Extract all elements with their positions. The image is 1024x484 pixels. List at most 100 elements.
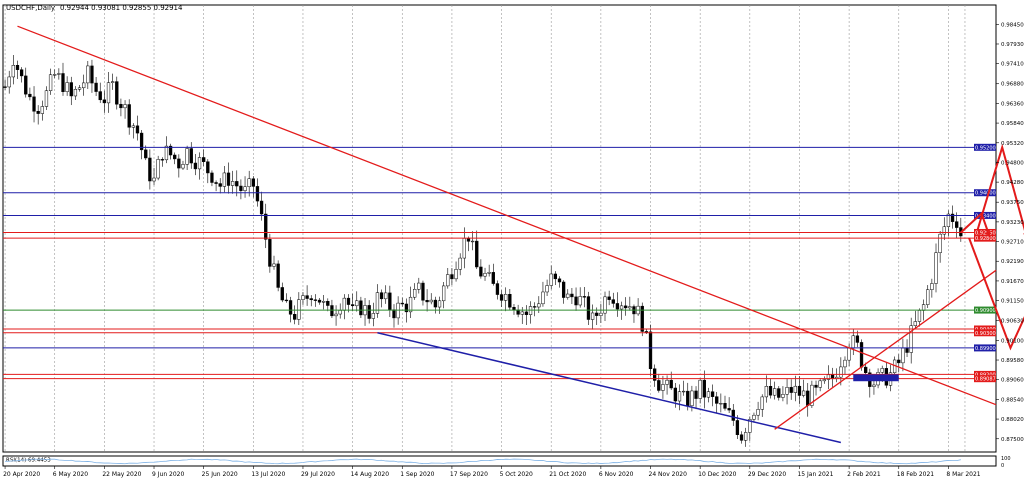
candle	[342, 294, 346, 320]
ohlc-values: 0.92944 0.93081 0.92855 0.92914	[60, 4, 183, 12]
candle-body	[367, 305, 371, 319]
x-tick-label: 9 Jun 2020	[152, 471, 184, 478]
candle-body	[131, 125, 135, 128]
candle-body	[425, 300, 429, 303]
candle-body	[677, 391, 682, 402]
candle-body	[44, 90, 49, 107]
candle-body	[595, 312, 599, 316]
candle-body	[719, 403, 723, 405]
candle-body	[297, 299, 301, 320]
candle	[48, 68, 53, 95]
candle	[144, 145, 148, 161]
candle	[65, 76, 69, 96]
candle	[826, 365, 831, 390]
candle	[301, 292, 305, 305]
candle-body	[917, 310, 922, 322]
level-tag	[974, 344, 996, 352]
candle-body	[388, 292, 392, 310]
candle-body	[210, 172, 214, 183]
candle	[139, 130, 144, 160]
candle-body	[727, 408, 731, 411]
candle	[615, 292, 620, 317]
time-axis: 20 Apr 2020 6 May 2020 22 May 2020 9 Jun 20…	[3, 466, 981, 478]
candle	[334, 305, 338, 326]
x-tick-label: 20 Apr 2020	[3, 471, 40, 478]
candle-body	[950, 213, 955, 222]
trend-lines	[17, 25, 1024, 444]
x-tick-label: 29 Dec 2020	[748, 471, 787, 478]
candle-body	[516, 309, 520, 315]
candle	[810, 380, 814, 408]
candle-body	[371, 313, 375, 319]
candle-body	[806, 390, 810, 406]
candle-body	[855, 335, 860, 343]
x-tick-label: 29 Jul 2020	[301, 471, 335, 478]
candle-body	[317, 299, 322, 303]
candle-body	[226, 172, 231, 186]
candle-body	[723, 403, 727, 409]
candle-body	[106, 82, 111, 104]
x-tick-label: 14 Aug 2020	[351, 471, 390, 478]
candle	[36, 105, 40, 125]
candle-body	[102, 99, 107, 104]
candle	[222, 166, 227, 193]
candle	[909, 317, 913, 364]
candle-body	[706, 391, 711, 398]
candle	[86, 60, 90, 89]
candle-body	[193, 162, 198, 170]
candle	[400, 297, 404, 307]
candle	[839, 357, 843, 386]
candle	[326, 298, 330, 312]
candle-body	[545, 285, 549, 293]
candle-body	[94, 82, 98, 92]
y-tick-label: 0.89060	[1001, 378, 1024, 384]
candle-body	[338, 310, 342, 315]
candle-body	[686, 390, 690, 407]
candle	[644, 329, 649, 334]
candle-body	[586, 296, 591, 320]
y-tick-label: 0.94280	[1001, 180, 1024, 186]
candle	[197, 152, 202, 180]
candle-body	[818, 380, 822, 388]
candle-body	[214, 182, 218, 184]
candle-body	[607, 296, 611, 300]
candle-body	[822, 379, 826, 382]
candle	[491, 263, 495, 286]
candle	[636, 298, 640, 316]
rsi-line	[5, 458, 961, 465]
candle	[94, 77, 98, 96]
candle-body	[284, 299, 289, 302]
candle-body	[462, 238, 466, 259]
candle-body	[437, 300, 442, 308]
rsi-scale-bottom: 0	[1001, 463, 1004, 469]
candle-body	[648, 331, 653, 369]
candle-body	[955, 221, 959, 228]
candle-body	[479, 266, 483, 277]
candle	[164, 136, 169, 164]
rsi-frame	[2, 455, 997, 467]
y-tick-label: 0.87500	[1001, 437, 1024, 443]
candle-body	[15, 64, 20, 70]
candle-body	[669, 379, 673, 389]
candle	[611, 292, 615, 308]
candle-body	[499, 294, 504, 301]
candle-body	[715, 396, 719, 404]
candle	[293, 305, 297, 325]
candle	[359, 296, 363, 319]
candle-body	[772, 388, 777, 396]
candle	[235, 170, 239, 197]
candle-body	[938, 233, 942, 253]
candle	[475, 230, 479, 270]
candle	[657, 373, 661, 393]
candle-body	[495, 283, 500, 295]
price-axis: 0.98450 0.97930 0.97410 0.96880 0.96360 0.958…	[996, 22, 1024, 443]
candle-body	[905, 347, 909, 353]
level-tag-label: 0.89900	[975, 346, 996, 352]
candle-body	[582, 296, 586, 298]
candle	[384, 285, 388, 304]
candle-body	[40, 106, 44, 114]
candle-body	[744, 432, 748, 441]
candle-body	[322, 301, 326, 303]
candle-body	[156, 159, 160, 179]
